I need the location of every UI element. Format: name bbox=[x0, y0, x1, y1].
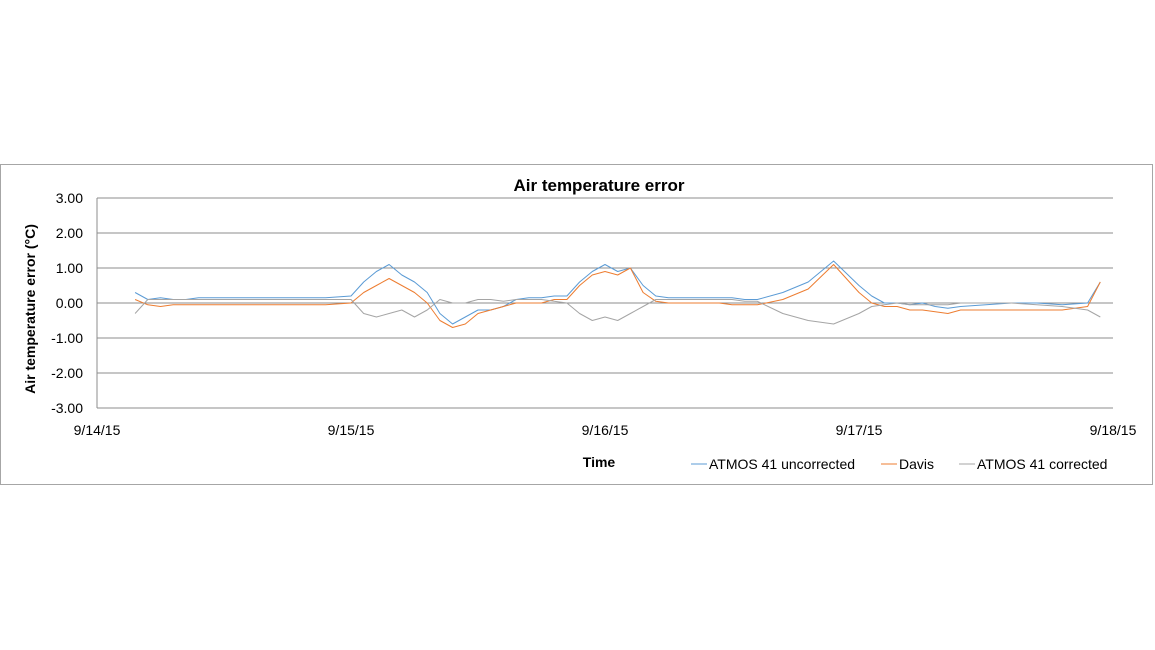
grid-lines bbox=[96, 197, 1113, 409]
y-tick-label: 3.00 bbox=[56, 190, 83, 206]
y-tick-label: 1.00 bbox=[56, 260, 83, 276]
x-tick-label: 9/14/15 bbox=[74, 422, 121, 438]
chart-frame: Air temperature error 3.00 2.00 1.00 0.00 -1… bbox=[0, 164, 1153, 485]
legend-label: Davis bbox=[899, 456, 934, 472]
series-line-davis bbox=[134, 264, 1101, 328]
y-tick-label: 2.00 bbox=[56, 225, 83, 241]
x-tick-label: 9/18/15 bbox=[1090, 422, 1137, 438]
series-line-atmos-41-uncorrected bbox=[134, 260, 1101, 325]
series-lines bbox=[134, 260, 1101, 328]
x-axis-ticks: 9/14/15 9/15/15 9/16/15 9/17/15 9/18/15 bbox=[74, 422, 1137, 438]
chart-title: Air temperature error bbox=[513, 176, 684, 195]
legend-label: ATMOS 41 corrected bbox=[977, 456, 1107, 472]
legend: ATMOS 41 uncorrected Davis ATMOS 41 correc… bbox=[691, 456, 1107, 472]
legend-label: ATMOS 41 uncorrected bbox=[709, 456, 855, 472]
y-axis-title: Air temperature error (°C) bbox=[22, 224, 38, 394]
x-tick-label: 9/16/15 bbox=[582, 422, 629, 438]
y-tick-label: -1.00 bbox=[51, 330, 83, 346]
x-tick-label: 9/15/15 bbox=[328, 422, 375, 438]
y-tick-label: -3.00 bbox=[51, 400, 83, 416]
series-line-atmos-41-corrected bbox=[134, 299, 1101, 325]
x-tick-label: 9/17/15 bbox=[836, 422, 883, 438]
y-axis-ticks: 3.00 2.00 1.00 0.00 -1.00 -2.00 -3.00 bbox=[51, 190, 83, 416]
line-chart: Air temperature error 3.00 2.00 1.00 0.00 -1… bbox=[22, 176, 1137, 472]
y-tick-label: 0.00 bbox=[56, 295, 83, 311]
x-axis-title: Time bbox=[583, 454, 616, 470]
y-tick-label: -2.00 bbox=[51, 365, 83, 381]
